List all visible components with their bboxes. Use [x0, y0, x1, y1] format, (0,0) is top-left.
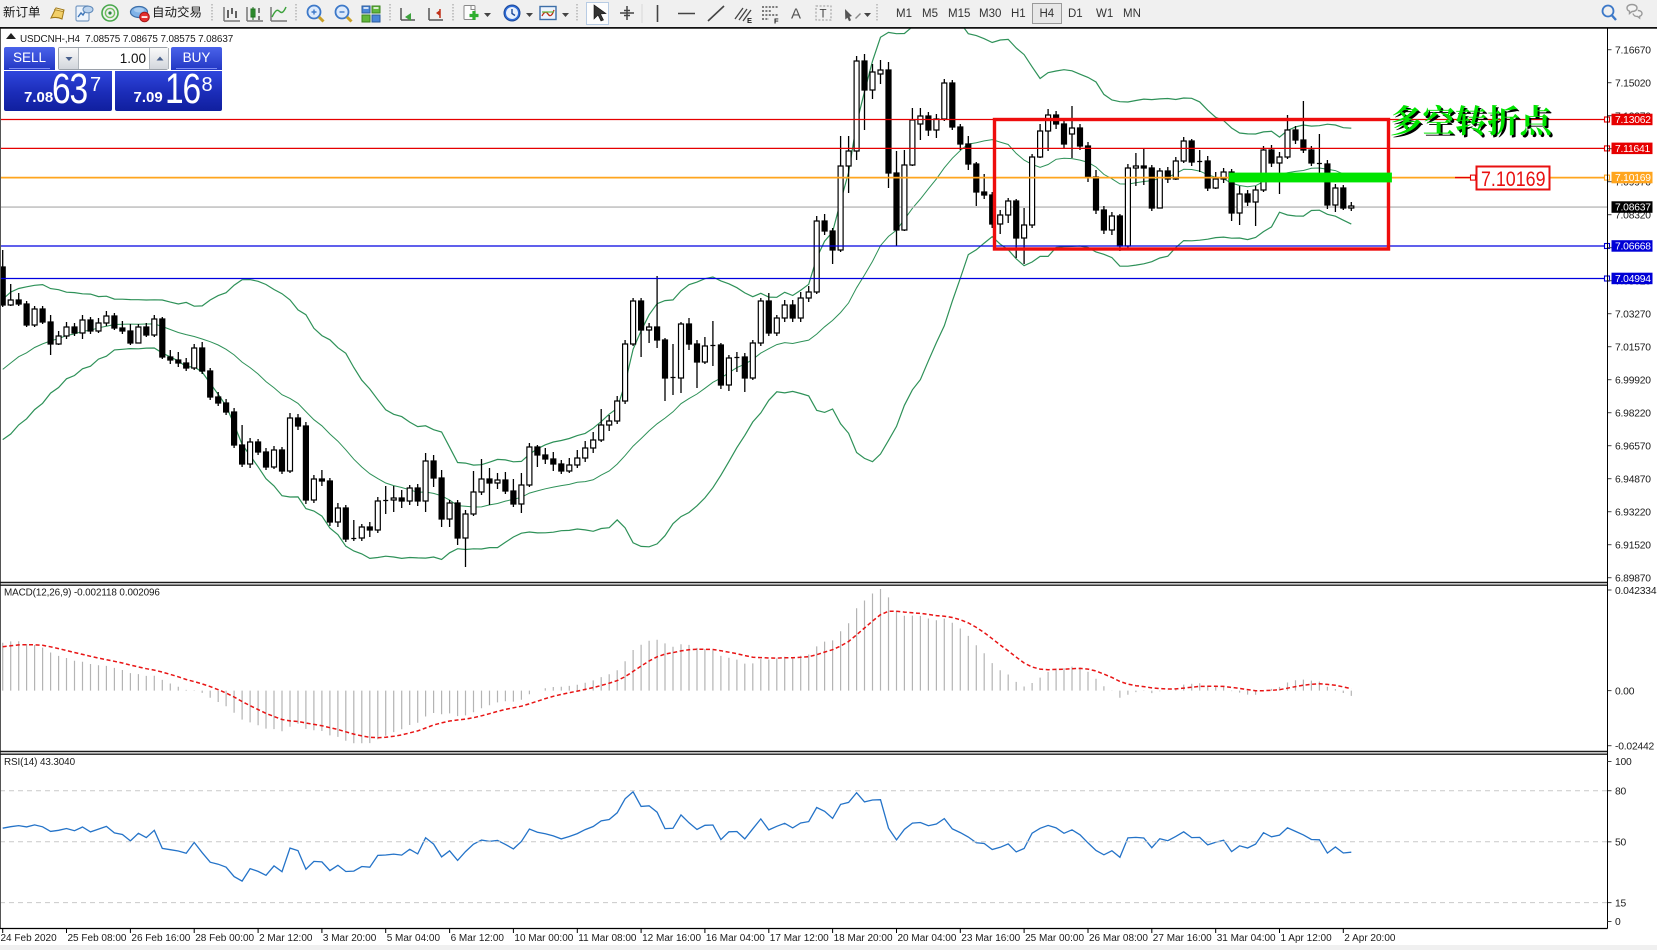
- svg-text:17 Mar 12:00: 17 Mar 12:00: [770, 933, 829, 944]
- svg-text:25 Mar 00:00: 25 Mar 00:00: [1025, 933, 1084, 944]
- svg-text:31 Mar 04:00: 31 Mar 04:00: [1217, 933, 1276, 944]
- svg-text:24 Feb 2020: 24 Feb 2020: [1, 933, 58, 944]
- svg-text:5 Mar 04:00: 5 Mar 04:00: [387, 933, 441, 944]
- svg-text:23 Mar 16:00: 23 Mar 16:00: [961, 933, 1020, 944]
- svg-text:0: 0: [1615, 917, 1621, 928]
- svg-text:6.94870: 6.94870: [1615, 475, 1651, 486]
- svg-text:RSI(14) 43.3040: RSI(14) 43.3040: [4, 757, 76, 768]
- svg-text:USDCNH-,H4 7.08575 7.08675 7.: USDCNH-,H4 7.08575 7.08675 7.08575 7.086…: [20, 34, 233, 45]
- svg-text:16 Mar 04:00: 16 Mar 04:00: [706, 933, 765, 944]
- svg-text:H4: H4: [1040, 8, 1055, 20]
- svg-text:7.13062: 7.13062: [1615, 115, 1651, 126]
- svg-text:50: 50: [1615, 838, 1627, 849]
- svg-text:H1: H1: [1011, 8, 1026, 20]
- svg-text:M1: M1: [896, 8, 912, 20]
- svg-text:80: 80: [1615, 787, 1627, 798]
- svg-text:-0.02442: -0.02442: [1615, 742, 1655, 753]
- svg-text:7.03270: 7.03270: [1615, 310, 1651, 321]
- svg-text:F: F: [774, 17, 779, 26]
- svg-text:28 Feb 00:00: 28 Feb 00:00: [195, 933, 254, 944]
- svg-text:M30: M30: [979, 8, 1001, 20]
- svg-text:26 Mar 08:00: 26 Mar 08:00: [1089, 933, 1148, 944]
- svg-text:D1: D1: [1068, 8, 1083, 20]
- svg-text:6.98220: 6.98220: [1615, 409, 1651, 420]
- svg-text:1 Apr 12:00: 1 Apr 12:00: [1281, 933, 1333, 944]
- svg-text:26 Feb 16:00: 26 Feb 16:00: [131, 933, 190, 944]
- svg-text:2 Mar 12:00: 2 Mar 12:00: [259, 933, 313, 944]
- svg-text:18 Mar 20:00: 18 Mar 20:00: [834, 933, 893, 944]
- svg-text:12 Mar 16:00: 12 Mar 16:00: [642, 933, 701, 944]
- svg-text:6.93220: 6.93220: [1615, 508, 1651, 519]
- svg-text:27 Mar 16:00: 27 Mar 16:00: [1153, 933, 1212, 944]
- svg-text:0.042334: 0.042334: [1615, 586, 1657, 597]
- svg-text:M5: M5: [922, 8, 938, 20]
- svg-text:15: 15: [1615, 898, 1627, 909]
- svg-text:T: T: [820, 9, 827, 21]
- svg-text:A: A: [791, 6, 801, 23]
- svg-text:10 Mar 00:00: 10 Mar 00:00: [514, 933, 573, 944]
- svg-text:W1: W1: [1096, 8, 1113, 20]
- svg-text:20 Mar 04:00: 20 Mar 04:00: [898, 933, 957, 944]
- svg-text:M15: M15: [948, 8, 970, 20]
- svg-text:MACD(12,26,9) -0.002118 0.0020: MACD(12,26,9) -0.002118 0.002096: [4, 588, 160, 599]
- svg-text:3 Mar 20:00: 3 Mar 20:00: [323, 933, 377, 944]
- svg-text:6 Mar 12:00: 6 Mar 12:00: [451, 933, 505, 944]
- svg-text:7.11641: 7.11641: [1615, 144, 1651, 155]
- svg-text:7.01570: 7.01570: [1615, 343, 1651, 354]
- svg-text:7.10169: 7.10169: [1615, 173, 1651, 184]
- svg-text:MN: MN: [1123, 8, 1141, 20]
- svg-text:100: 100: [1615, 757, 1632, 768]
- svg-text:6.96570: 6.96570: [1615, 442, 1651, 453]
- svg-text:7.16670: 7.16670: [1615, 46, 1651, 57]
- svg-text:2 Apr 20:00: 2 Apr 20:00: [1344, 933, 1396, 944]
- svg-text:6.99920: 6.99920: [1615, 376, 1651, 387]
- svg-text:0.00: 0.00: [1615, 686, 1635, 697]
- svg-text:7.08320: 7.08320: [1615, 211, 1651, 222]
- svg-text:7.08637: 7.08637: [1615, 203, 1651, 214]
- svg-text:25 Feb 08:00: 25 Feb 08:00: [68, 933, 127, 944]
- svg-text:7.04994: 7.04994: [1615, 274, 1651, 285]
- svg-text:7.10169: 7.10169: [1481, 167, 1546, 191]
- svg-text:6.91520: 6.91520: [1615, 541, 1651, 552]
- svg-text:E: E: [747, 16, 752, 25]
- svg-text:7.15020: 7.15020: [1615, 79, 1651, 90]
- svg-text:6.89870: 6.89870: [1615, 574, 1651, 585]
- svg-text:7.06668: 7.06668: [1615, 242, 1651, 253]
- svg-text:11 Mar 08:00: 11 Mar 08:00: [578, 933, 637, 944]
